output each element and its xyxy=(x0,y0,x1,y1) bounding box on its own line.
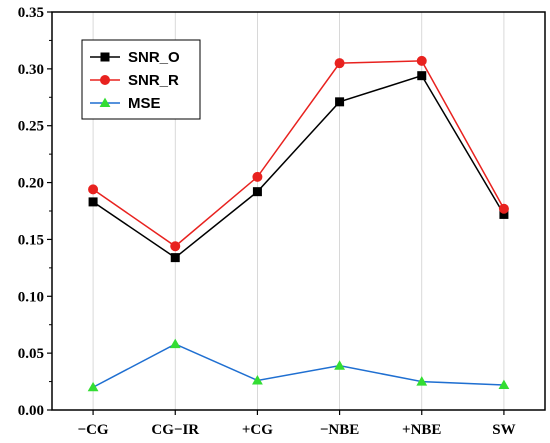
data-point xyxy=(88,197,98,207)
y-tick-label: 0.00 xyxy=(18,403,44,419)
series-layer xyxy=(87,55,510,392)
data-point xyxy=(252,187,262,197)
x-tick-label: +NBE xyxy=(402,422,441,438)
legend-label: SNR_O xyxy=(128,49,180,66)
legend-label: MSE xyxy=(128,95,161,112)
data-point xyxy=(252,375,263,385)
data-point xyxy=(416,55,427,66)
data-point xyxy=(498,203,509,214)
series-snr-r xyxy=(88,55,509,252)
legend-item: MSE xyxy=(90,95,161,112)
series-line xyxy=(92,60,505,248)
x-tick-label: SW xyxy=(492,422,515,438)
series-snr-o xyxy=(88,71,509,263)
data-point xyxy=(88,184,99,195)
x-tick-label: CG−IR xyxy=(151,422,199,438)
data-point xyxy=(499,209,509,219)
data-point xyxy=(252,171,263,182)
data-point xyxy=(87,381,99,392)
data-point xyxy=(334,58,345,69)
y-tick-label: 0.10 xyxy=(18,289,44,305)
x-tick-label: +CG xyxy=(242,422,273,438)
y-tick-label: 0.30 xyxy=(18,62,44,78)
x-tick-label: −NBE xyxy=(320,422,359,438)
series-line xyxy=(92,74,505,259)
x-tick-label: −CG xyxy=(78,422,109,438)
legend-item: SNR_R xyxy=(90,72,179,89)
data-point xyxy=(335,97,345,107)
y-tick-label: 0.25 xyxy=(18,119,44,135)
legend-label: SNR_R xyxy=(128,72,179,89)
legend: SNR_O SNR_R MSE xyxy=(81,39,201,120)
data-point xyxy=(169,338,181,349)
legend-swatch-marker xyxy=(99,97,111,108)
axes: 0.00 0.05 0.10 0.15 0.20 0.25 0.30 0.35 −CG CG−IR… xyxy=(18,5,516,438)
y-tick-label: 0.20 xyxy=(18,176,44,192)
data-point xyxy=(417,71,427,81)
y-tick-label: 0.05 xyxy=(18,346,44,362)
data-point xyxy=(498,379,510,390)
data-point xyxy=(170,253,180,263)
data-point xyxy=(170,241,181,252)
y-tick-label: 0.35 xyxy=(18,5,44,21)
legend-swatch-marker xyxy=(100,52,110,62)
legend-item: SNR_O xyxy=(90,49,180,66)
data-point xyxy=(416,376,428,386)
y-tick-label: 0.15 xyxy=(18,232,44,248)
legend-swatch-marker xyxy=(100,75,110,85)
series-line xyxy=(92,343,504,388)
data-point xyxy=(334,360,345,370)
series-mse xyxy=(87,338,510,392)
